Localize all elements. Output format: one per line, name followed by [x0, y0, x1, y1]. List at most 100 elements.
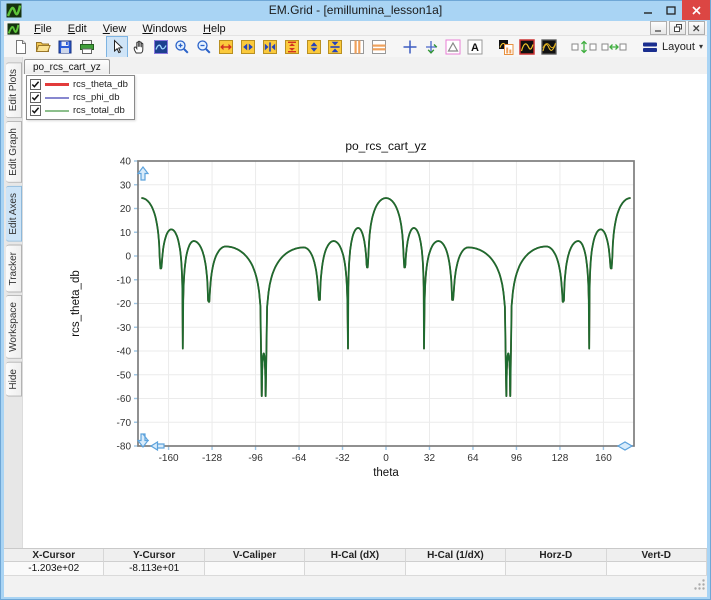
zoom-in-icon	[174, 39, 190, 55]
toolbar-separator	[560, 37, 569, 57]
toolbar-separator	[97, 37, 106, 57]
sidebar-tab-edit-graph[interactable]: Edit Graph	[6, 121, 22, 183]
cursor-status-table: X-CursorY-CursorV-CaliperH-Cal (dX)H-Cal…	[4, 548, 707, 576]
text-annotation-button[interactable]: A	[464, 36, 486, 58]
document-tab-strip: po_rcs_cart_yz	[23, 57, 707, 75]
minimize-button[interactable]	[636, 0, 659, 20]
document-tab-label: po_rcs_cart_yz	[33, 62, 101, 73]
plot-column-icon	[498, 39, 514, 55]
arrows-x-icon	[240, 39, 256, 55]
document-logo-icon	[7, 22, 20, 34]
sidebar-tab-edit-axes[interactable]: Edit Axes	[6, 186, 22, 242]
status-header-v-caliper: V-Caliper	[205, 549, 305, 562]
zoom-out-button[interactable]	[193, 36, 215, 58]
sidebar-tab-workspace[interactable]: Workspace	[6, 295, 22, 359]
tracker-axes-button[interactable]	[421, 36, 443, 58]
columns-button[interactable]	[346, 36, 368, 58]
zoom-in-button[interactable]	[172, 36, 194, 58]
open-file-button[interactable]	[32, 36, 54, 58]
open-file-icon	[35, 39, 51, 55]
menu-item-windows[interactable]: Windows	[134, 22, 195, 36]
x-axis-label: theta	[373, 467, 399, 479]
crosshair-button[interactable]	[399, 36, 421, 58]
caliper-triangle-button[interactable]	[442, 36, 464, 58]
new-file-icon	[13, 39, 29, 55]
sidebar-tab-edit-plots[interactable]: Edit Plots	[6, 62, 22, 118]
axis-handle-top-left[interactable]	[138, 167, 148, 180]
title-bar: EM.Grid - [emillumina_lesson1a]	[0, 0, 711, 21]
arrows-y-button[interactable]	[303, 36, 325, 58]
y-tick-label: -80	[117, 442, 132, 453]
app-window: EM.Grid - [emillumina_lesson1a] FileEdit…	[0, 0, 711, 600]
y-tick-label: 0	[125, 252, 131, 263]
y-tick-label: -50	[117, 370, 132, 381]
fit-x-button[interactable]	[259, 36, 281, 58]
chart-canvas[interactable]: -160-128-96-64-320326496128160403020100-…	[23, 74, 707, 550]
axis-handle-bottom-right[interactable]	[618, 442, 632, 450]
expand-y-button[interactable]	[281, 36, 303, 58]
menu-item-view[interactable]: View	[95, 22, 135, 36]
close-button[interactable]	[682, 0, 710, 20]
pointer-button[interactable]	[106, 36, 128, 58]
fit-y-button[interactable]	[325, 36, 347, 58]
expand-y-icon	[284, 39, 300, 55]
document-tab[interactable]: po_rcs_cart_yz	[24, 59, 110, 75]
arrows-x-button[interactable]	[237, 36, 259, 58]
y-tick-label: -30	[117, 323, 132, 334]
plot-column-button[interactable]	[495, 36, 517, 58]
legend-checkbox[interactable]	[30, 92, 41, 103]
pan-hand-button[interactable]	[128, 36, 150, 58]
mdi-close-button[interactable]	[688, 21, 705, 35]
status-header-y-cursor: Y-Cursor	[104, 549, 204, 562]
axis-handle-bottom-left[interactable]	[138, 434, 148, 447]
legend-item: rcs_theta_db	[30, 78, 128, 91]
legend-label: rcs_total_db	[73, 105, 125, 116]
caliper-triangle-icon	[445, 39, 461, 55]
x-tick-label: 128	[552, 453, 569, 464]
save-file-button[interactable]	[54, 36, 76, 58]
zoom-region-button[interactable]	[150, 36, 172, 58]
axis-handle-bottom-left-h[interactable]	[151, 442, 164, 450]
layout-icon	[642, 39, 658, 55]
layout-button[interactable]: Layout▾	[638, 37, 707, 57]
layout-label: Layout	[662, 41, 695, 53]
menu-item-file[interactable]: File	[26, 22, 60, 36]
status-value-y-cursor: -8.113e+01	[104, 562, 204, 575]
print-button[interactable]	[76, 36, 98, 58]
menu-items: FileEditViewWindowsHelp	[26, 19, 234, 37]
resize-grip[interactable]	[693, 578, 706, 596]
align-horizontal-button[interactable]	[599, 36, 629, 58]
rows-button[interactable]	[368, 36, 390, 58]
chart-area: -160-128-96-64-320326496128160403020100-…	[23, 74, 707, 549]
y-tick-label: 10	[120, 228, 132, 239]
text-annotation-icon: A	[467, 39, 483, 55]
maximize-button[interactable]	[659, 0, 682, 20]
print-icon	[79, 39, 95, 55]
legend-label: rcs_theta_db	[73, 79, 128, 90]
x-tick-label: 96	[511, 453, 523, 464]
status-value-x-cursor: -1.203e+02	[4, 562, 104, 575]
crosshair-icon	[402, 39, 418, 55]
legend-checkbox[interactable]	[30, 105, 41, 116]
legend-line-sample	[45, 97, 69, 99]
zoom-region-icon	[153, 39, 169, 55]
status-value-v-caliper	[205, 562, 305, 575]
align-vertical-button[interactable]	[569, 36, 599, 58]
y-axis-label: rcs_theta_db	[70, 270, 82, 337]
legend-checkbox[interactable]	[30, 79, 41, 90]
menu-item-edit[interactable]: Edit	[60, 22, 95, 36]
plot-curve-button[interactable]	[516, 36, 538, 58]
x-tick-label: -32	[335, 453, 350, 464]
rows-icon	[371, 39, 387, 55]
mdi-restore-button[interactable]	[669, 21, 686, 35]
status-header-vert-d: Vert-D	[607, 549, 707, 562]
mdi-minimize-button[interactable]	[650, 21, 667, 35]
plot-curves-button[interactable]	[538, 36, 560, 58]
menu-item-help[interactable]: Help	[195, 22, 234, 36]
expand-x-button[interactable]	[215, 36, 237, 58]
status-value-h-cal-dx-	[305, 562, 405, 575]
sidebar-tab-tracker[interactable]: Tracker	[6, 245, 22, 293]
new-file-button[interactable]	[10, 36, 32, 58]
expand-x-icon	[218, 39, 234, 55]
sidebar-tab-hide[interactable]: Hide	[6, 362, 22, 397]
